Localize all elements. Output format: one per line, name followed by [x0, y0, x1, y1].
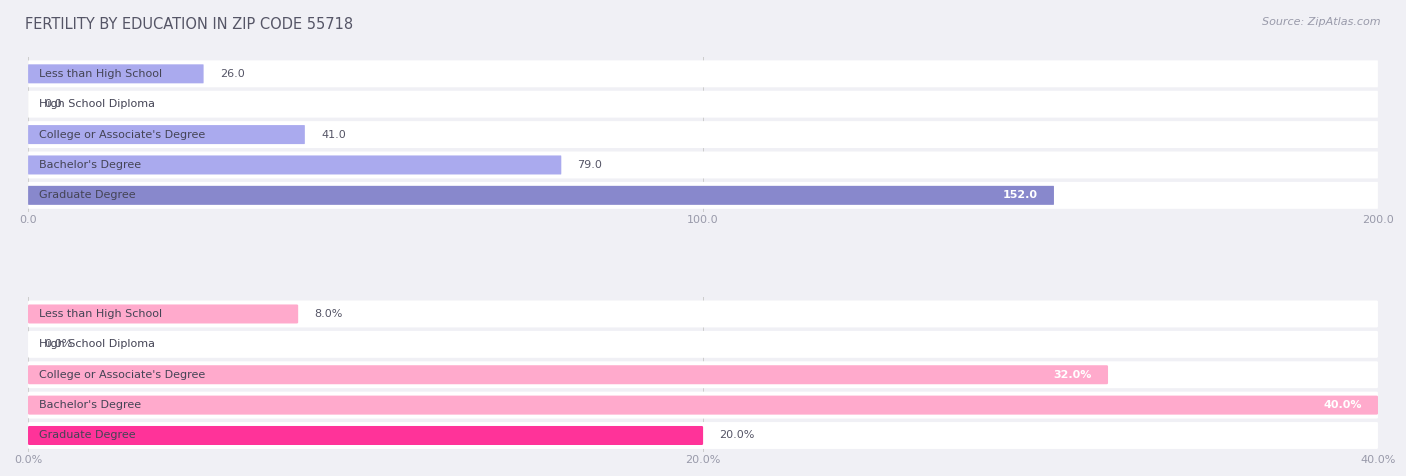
- FancyBboxPatch shape: [28, 156, 561, 175]
- FancyBboxPatch shape: [28, 365, 1108, 384]
- FancyBboxPatch shape: [28, 305, 298, 324]
- FancyBboxPatch shape: [28, 331, 1378, 358]
- Text: Bachelor's Degree: Bachelor's Degree: [39, 160, 141, 170]
- Text: 41.0: 41.0: [321, 129, 346, 139]
- Text: 40.0%: 40.0%: [1323, 400, 1361, 410]
- FancyBboxPatch shape: [28, 186, 1054, 205]
- FancyBboxPatch shape: [28, 125, 305, 144]
- FancyBboxPatch shape: [28, 64, 204, 83]
- FancyBboxPatch shape: [28, 121, 1378, 148]
- FancyBboxPatch shape: [28, 396, 1378, 415]
- Text: High School Diploma: High School Diploma: [39, 339, 155, 349]
- Text: Less than High School: Less than High School: [39, 69, 162, 79]
- Text: College or Associate's Degree: College or Associate's Degree: [39, 129, 205, 139]
- FancyBboxPatch shape: [28, 151, 1378, 178]
- FancyBboxPatch shape: [28, 91, 1378, 118]
- FancyBboxPatch shape: [28, 392, 1378, 418]
- Text: College or Associate's Degree: College or Associate's Degree: [39, 370, 205, 380]
- FancyBboxPatch shape: [28, 182, 1378, 209]
- FancyBboxPatch shape: [28, 422, 1378, 449]
- Text: 8.0%: 8.0%: [315, 309, 343, 319]
- Text: 0.0: 0.0: [45, 99, 62, 109]
- FancyBboxPatch shape: [28, 300, 1378, 327]
- Text: Graduate Degree: Graduate Degree: [39, 190, 135, 200]
- Text: 79.0: 79.0: [578, 160, 602, 170]
- Text: 0.0%: 0.0%: [45, 339, 73, 349]
- Text: Graduate Degree: Graduate Degree: [39, 430, 135, 440]
- FancyBboxPatch shape: [28, 361, 1378, 388]
- Text: 32.0%: 32.0%: [1053, 370, 1091, 380]
- Text: Bachelor's Degree: Bachelor's Degree: [39, 400, 141, 410]
- Text: High School Diploma: High School Diploma: [39, 99, 155, 109]
- Text: 20.0%: 20.0%: [720, 430, 755, 440]
- Text: Source: ZipAtlas.com: Source: ZipAtlas.com: [1263, 17, 1381, 27]
- Text: 152.0: 152.0: [1002, 190, 1038, 200]
- FancyBboxPatch shape: [28, 426, 703, 445]
- Text: Less than High School: Less than High School: [39, 309, 162, 319]
- Text: 26.0: 26.0: [219, 69, 245, 79]
- FancyBboxPatch shape: [28, 60, 1378, 87]
- Text: FERTILITY BY EDUCATION IN ZIP CODE 55718: FERTILITY BY EDUCATION IN ZIP CODE 55718: [25, 17, 353, 32]
